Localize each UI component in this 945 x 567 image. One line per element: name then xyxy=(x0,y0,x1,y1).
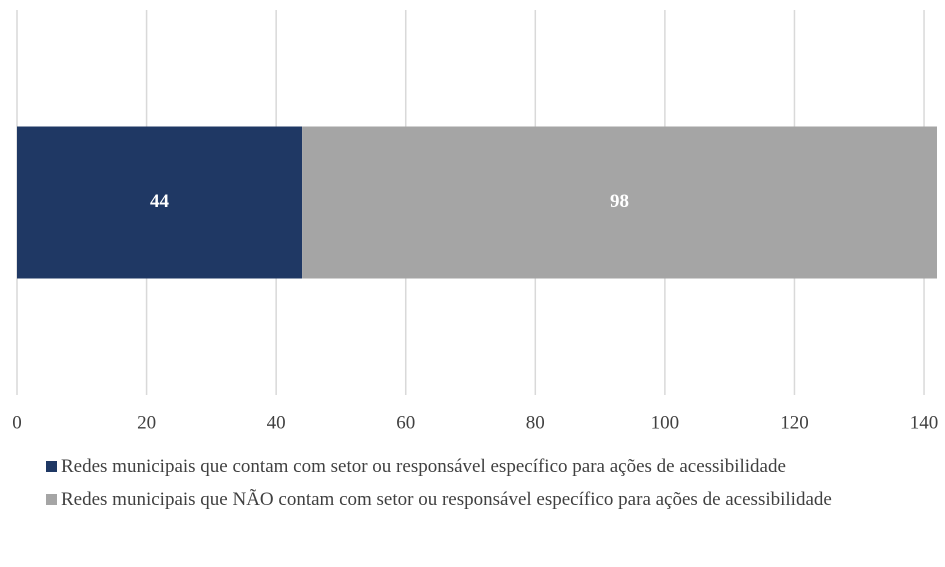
x-tick-label: 40 xyxy=(267,412,286,433)
bar-segment xyxy=(17,126,303,279)
x-tick-label: 120 xyxy=(780,412,809,433)
legend-item: Redes municipais que NÃO contam com seto… xyxy=(46,488,936,511)
legend-label: Redes municipais que NÃO contam com seto… xyxy=(61,489,832,510)
x-tick-label: 0 xyxy=(12,412,22,433)
chart: 0 20 40 60 80 100 120 140 44 98 xyxy=(12,10,939,433)
x-tick-label: 80 xyxy=(526,412,545,433)
legend-item: Redes municipais que contam com setor ou… xyxy=(46,455,936,478)
x-tick-label: 140 xyxy=(910,412,939,433)
data-label: 98 xyxy=(610,191,629,212)
x-tick-label: 20 xyxy=(137,412,156,433)
legend-swatch xyxy=(46,494,57,505)
legend-label: Redes municipais que contam com setor ou… xyxy=(61,456,786,477)
bar-segment xyxy=(302,126,937,279)
x-tick-label: 60 xyxy=(396,412,415,433)
x-tick-label: 100 xyxy=(651,412,680,433)
data-label: 44 xyxy=(150,191,170,212)
legend-swatch xyxy=(46,461,57,472)
legend: Redes municipais que contam com setor ou… xyxy=(46,455,936,521)
